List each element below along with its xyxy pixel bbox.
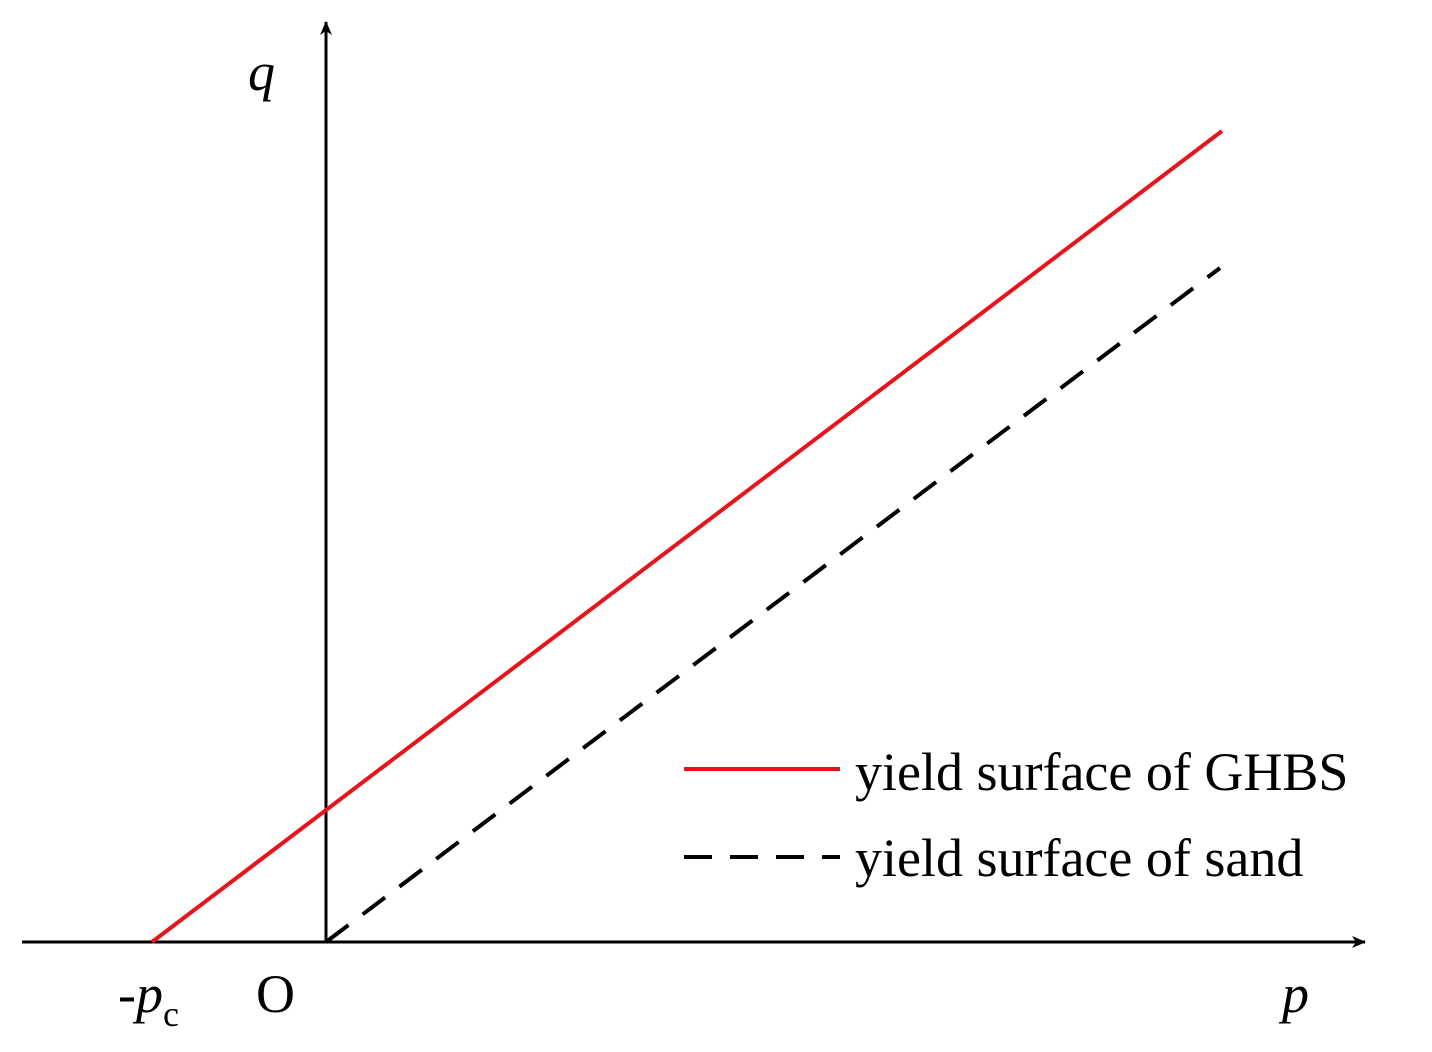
x-axis-label: p bbox=[1278, 964, 1309, 1024]
intercept-symbol: p bbox=[132, 964, 163, 1024]
intercept-subscript: c bbox=[163, 994, 179, 1034]
intercept-label: -pc bbox=[118, 964, 179, 1034]
origin-label: O bbox=[256, 964, 295, 1024]
intercept-sign: - bbox=[118, 964, 136, 1024]
legend-label: yield surface of sand bbox=[855, 828, 1303, 888]
ghbs-line bbox=[150, 129, 1224, 944]
sand-line bbox=[324, 266, 1222, 944]
legend-label: yield surface of GHBS bbox=[855, 742, 1348, 802]
y-axis-label: q bbox=[248, 42, 275, 102]
